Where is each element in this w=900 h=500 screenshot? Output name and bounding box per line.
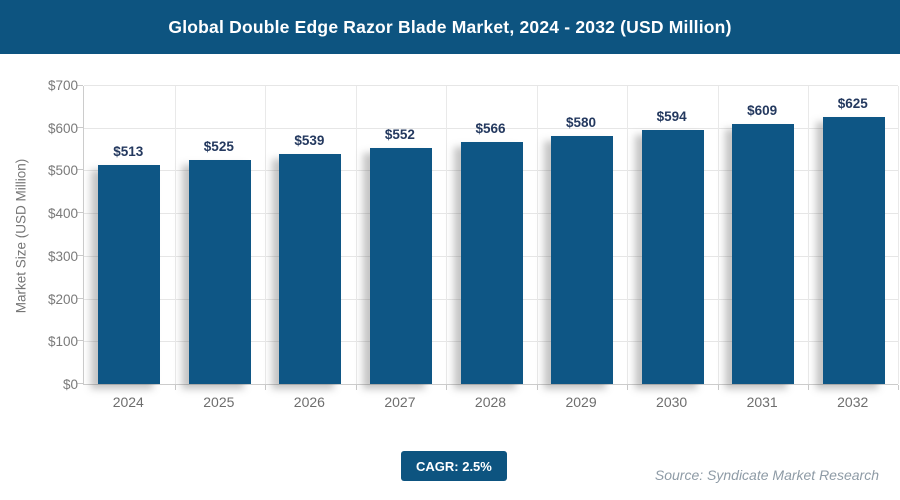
x-axis-tick: [898, 385, 899, 390]
bar-value-label: $513: [113, 143, 144, 159]
gridline-vertical: [175, 86, 176, 384]
x-axis-tick: [446, 385, 447, 390]
x-tick-label: 2031: [746, 394, 778, 410]
plot-area: [77, 85, 899, 390]
bar-2025: [188, 159, 251, 384]
x-tick-label: 2025: [203, 394, 235, 410]
bar-value-label: $525: [203, 138, 234, 154]
y-axis-tick: [77, 383, 83, 384]
x-tick-label: 2029: [565, 394, 597, 410]
y-axis-tick: [77, 126, 83, 128]
bar-2032: [822, 117, 885, 384]
y-axis-tick: [77, 85, 83, 86]
bar-2024: [98, 164, 161, 384]
x-axis-tick: [808, 385, 809, 390]
x-tick-label: 2024: [112, 394, 144, 410]
chart-title-bar: Global Double Edge Razor Blade Market, 2…: [0, 0, 900, 54]
x-axis-tick: [356, 385, 357, 390]
bar-2029: [551, 136, 614, 384]
x-axis-tick: [265, 385, 266, 390]
x-axis-tick: [537, 385, 538, 390]
x-axis-tick: [175, 385, 176, 390]
bar-2028: [460, 142, 523, 384]
y-tick-label: $300: [47, 248, 78, 264]
y-tick-label: $400: [47, 206, 78, 222]
bar-2026: [279, 153, 342, 384]
source-attribution: Source: Syndicate Market Research: [654, 467, 879, 483]
bar-2030: [641, 130, 704, 384]
bar-value-label: $566: [475, 121, 506, 137]
gridline-vertical: [627, 86, 628, 384]
x-axis-tick: [627, 385, 628, 390]
gridline-vertical: [265, 86, 266, 384]
bar-value-label: $552: [384, 127, 415, 143]
gridline-vertical: [808, 86, 809, 384]
bar-2031: [732, 123, 795, 384]
y-axis-tick: [77, 169, 83, 171]
x-tick-label: 2030: [656, 394, 688, 410]
gridline-vertical: [537, 86, 538, 384]
gridline-vertical: [718, 86, 719, 384]
bar-value-label: $594: [656, 109, 687, 125]
y-axis-tick: [77, 254, 83, 256]
gridline-horizontal: [84, 127, 898, 129]
y-axis-tick: [77, 297, 83, 299]
x-tick-label: 2027: [384, 394, 416, 410]
x-tick-label: 2032: [837, 394, 869, 410]
y-tick-label: $500: [47, 163, 78, 179]
y-tick-label: $0: [62, 377, 78, 392]
x-axis-tick: [718, 385, 719, 390]
cagr-label: CAGR: 2.5%: [416, 458, 492, 474]
bar-value-label: $539: [294, 132, 325, 148]
bar-value-label: $625: [837, 96, 868, 112]
x-tick-label: 2028: [474, 394, 507, 410]
y-axis-tick: [77, 340, 83, 342]
chart-title: Global Double Edge Razor Blade Market, 2…: [168, 16, 732, 37]
gridline-vertical: [898, 86, 899, 384]
bar-value-label: $609: [747, 102, 778, 118]
x-tick-label: 2026: [293, 394, 325, 410]
y-tick-label: $200: [47, 291, 78, 307]
bar-2027: [369, 148, 432, 384]
y-tick-label: $700: [47, 78, 78, 93]
gridline-vertical: [446, 86, 447, 384]
y-tick-label: $100: [47, 334, 78, 350]
bar-value-label: $580: [566, 115, 597, 131]
y-axis-tick: [77, 212, 83, 214]
y-axis-title: Market Size (USD Million): [13, 158, 29, 314]
gridline-vertical: [356, 86, 357, 384]
cagr-badge: CAGR: 2.5%: [401, 451, 507, 481]
gridline-horizontal: [84, 85, 898, 86]
y-tick-label: $600: [47, 120, 78, 136]
